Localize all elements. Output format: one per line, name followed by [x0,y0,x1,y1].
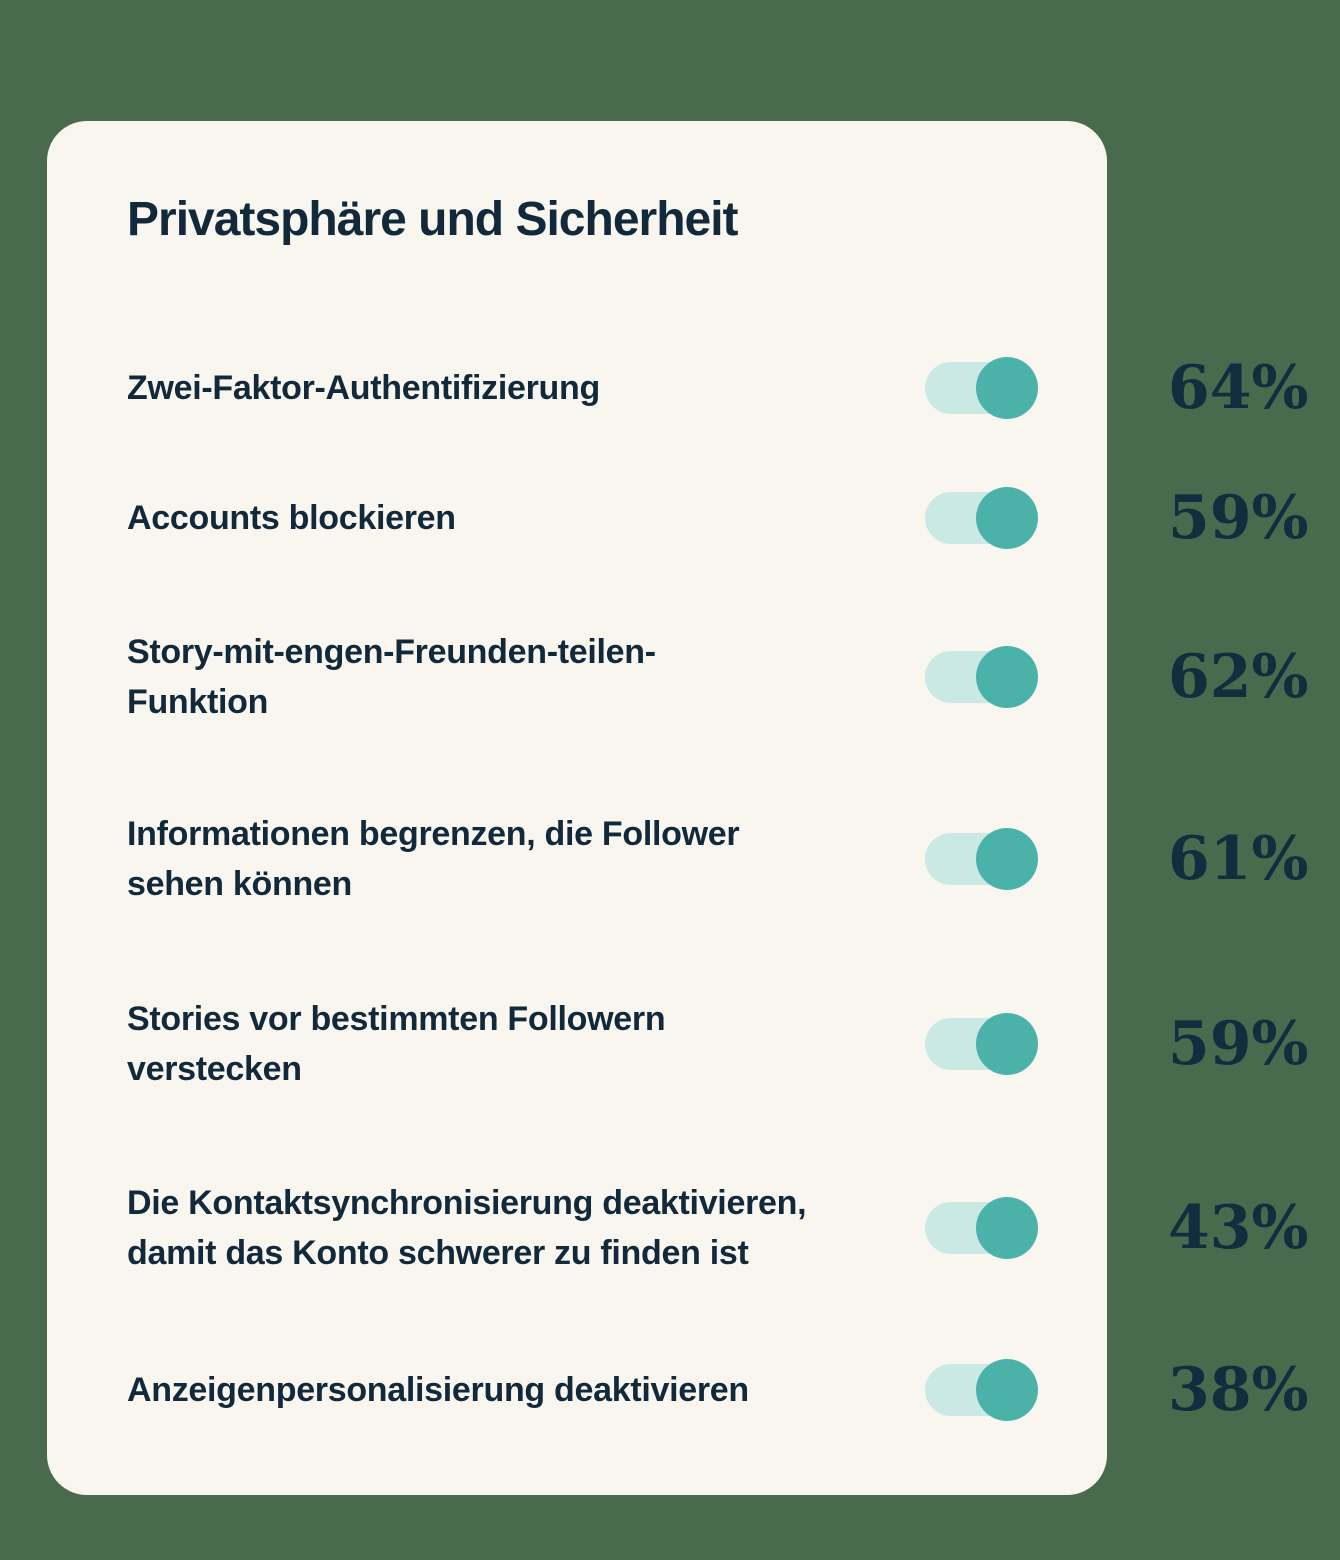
toggle-switch[interactable] [925,1197,1038,1259]
percentage-value: 64% [1168,353,1309,423]
setting-label-line: Die Kontaktsynchronisierung deaktivieren… [127,1184,807,1222]
toggle-switch[interactable] [925,646,1038,708]
toggle-knob [976,828,1038,890]
toggle-switch[interactable] [925,1013,1038,1075]
setting-label: Story-mit-engen-Freunden-teilen- Funktio… [127,627,925,727]
setting-row-stories-verstecken: Stories vor bestimmten Followern verstec… [0,989,1340,1099]
setting-row-anzeigenpersonalisierung: Anzeigenpersonalisierung deaktivieren 38… [0,1350,1340,1430]
setting-label: Zwei-Faktor-Authentifizierung [127,363,925,413]
setting-row-story-enge-freunde: Story-mit-engen-Freunden-teilen- Funktio… [0,622,1340,732]
percentage-value: 61% [1168,824,1309,894]
setting-label: Anzeigenpersonalisierung deaktivieren [127,1365,925,1415]
setting-label-line: damit das Konto schwerer zu finden ist [127,1234,749,1272]
toggle-knob [976,646,1038,708]
setting-row-accounts-blockieren: Accounts blockieren 59% [0,478,1340,558]
setting-label: Stories vor bestimmten Followern verstec… [127,994,925,1094]
setting-label-line: Story-mit-engen-Freunden-teilen- [127,633,656,671]
setting-label-line: Stories vor bestimmten Followern [127,1000,666,1038]
setting-label-line: Funktion [127,683,269,721]
percentage-value: 38% [1168,1355,1309,1425]
setting-label-line: Informationen begrenzen, die Follower [127,815,740,853]
setting-row-informationen-begrenzen: Informationen begrenzen, die Follower se… [0,804,1340,914]
setting-label-line: Accounts blockieren [127,499,456,537]
setting-label: Die Kontaktsynchronisierung deaktivieren… [127,1178,925,1278]
toggle-switch[interactable] [925,357,1038,419]
settings-card [47,121,1107,1495]
toggle-knob [976,357,1038,419]
setting-label: Accounts blockieren [127,493,925,543]
toggle-knob [976,1359,1038,1421]
toggle-knob [976,487,1038,549]
setting-label-line: Anzeigenpersonalisierung deaktivieren [127,1371,749,1409]
toggle-switch[interactable] [925,487,1038,549]
toggle-switch[interactable] [925,1359,1038,1421]
setting-row-kontaktsynchronisierung: Die Kontaktsynchronisierung deaktivieren… [0,1173,1340,1283]
toggle-knob [976,1013,1038,1075]
setting-label: Informationen begrenzen, die Follower se… [127,809,925,909]
percentage-value: 59% [1168,1009,1309,1079]
toggle-knob [976,1197,1038,1259]
card-title: Privatsphäre und Sicherheit [127,193,739,246]
percentage-value: 43% [1168,1193,1309,1263]
percentage-value: 62% [1168,642,1309,712]
toggle-switch[interactable] [925,828,1038,890]
setting-row-zwei-faktor: Zwei-Faktor-Authentifizierung 64% [0,348,1340,428]
percentage-value: 59% [1168,483,1309,553]
setting-label-line: sehen können [127,865,353,903]
setting-label-line: Zwei-Faktor-Authentifizierung [127,369,600,407]
setting-label-line: verstecken [127,1050,302,1088]
